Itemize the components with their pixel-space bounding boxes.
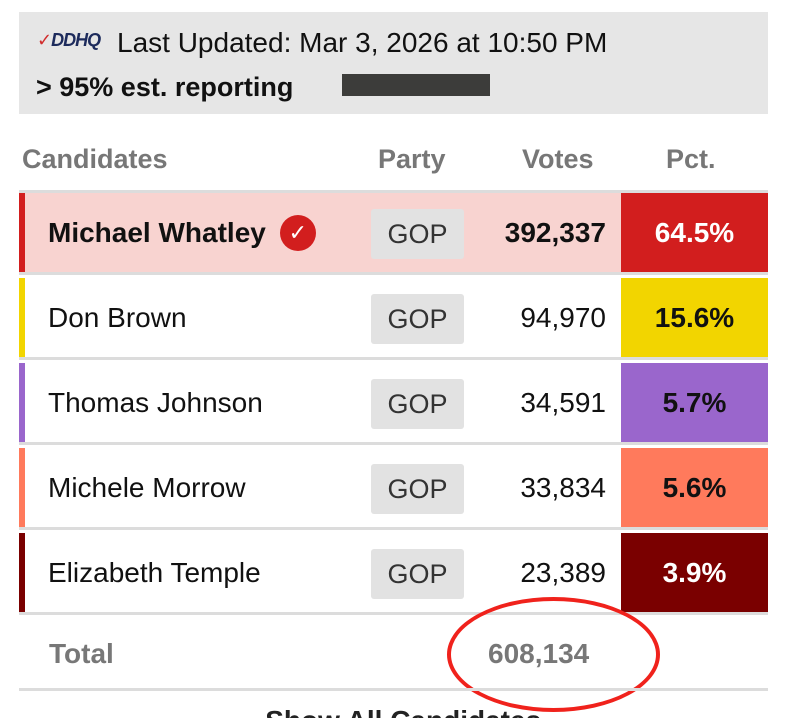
candidate-pct: 64.5% (621, 193, 768, 272)
candidate-votes: 33,834 (520, 471, 606, 503)
party-badge: GOP (371, 549, 464, 599)
candidate-name-text: Elizabeth Temple (48, 556, 261, 588)
candidate-pct: 3.9% (621, 533, 768, 612)
candidate-name: Michael Whatley ✓ (48, 193, 316, 272)
total-label: Total (49, 638, 114, 669)
candidate-name-text: Michael Whatley (48, 216, 266, 248)
candidate-pct: 15.6% (621, 278, 768, 357)
candidate-color-stripe (19, 448, 25, 527)
candidate-color-stripe (19, 193, 25, 272)
candidate-color-stripe (19, 533, 25, 612)
party-badge: GOP (371, 294, 464, 344)
candidate-row: Michael Whatley ✓ GOP 392,337 64.5% (19, 193, 768, 275)
candidate-color-stripe (19, 278, 25, 357)
ddhq-logo: ✓DDHQ (37, 30, 101, 50)
candidate-row: Michele Morrow GOP 33,834 5.6% (19, 448, 768, 530)
column-header-pct: Pct. (666, 144, 716, 174)
results-header: ✓DDHQ Last Updated: Mar 3, 2026 at 10:50… (19, 12, 768, 114)
candidate-name: Thomas Johnson (48, 363, 263, 442)
candidate-votes: 34,591 (520, 386, 606, 418)
party-badge: GOP (371, 464, 464, 514)
candidate-name: Don Brown (48, 278, 187, 357)
candidate-color-stripe (19, 363, 25, 442)
candidate-name-text: Thomas Johnson (48, 386, 263, 418)
candidate-name-text: Michele Morrow (48, 471, 246, 503)
column-header-party: Party (378, 144, 446, 174)
total-divider (19, 688, 768, 691)
candidate-pct: 5.6% (621, 448, 768, 527)
candidate-name-text: Don Brown (48, 301, 187, 333)
candidate-votes: 392,337 (504, 216, 606, 248)
reporting-progress-bar (342, 74, 490, 96)
column-header-candidates: Candidates (22, 144, 168, 174)
chevron-down-icon: ⌄ (234, 705, 265, 718)
table-divider (19, 190, 768, 193)
column-header-votes: Votes (522, 144, 594, 174)
candidate-name: Michele Morrow (48, 448, 246, 527)
party-badge: GOP (371, 209, 464, 259)
last-updated-text: Last Updated: Mar 3, 2026 at 10:50 PM (117, 27, 608, 58)
party-badge: GOP (371, 379, 464, 429)
candidate-row: Elizabeth Temple GOP 23,389 3.9% (19, 533, 768, 615)
highlight-circle (447, 597, 660, 712)
show-all-candidates-button[interactable]: ⌄ Show All Candidates (234, 704, 541, 718)
candidate-row: Don Brown GOP 94,970 15.6% (19, 278, 768, 360)
candidate-votes: 23,389 (520, 556, 606, 588)
candidate-pct: 5.7% (621, 363, 768, 442)
reporting-text: > 95% est. reporting (36, 72, 294, 102)
candidate-row: Thomas Johnson GOP 34,591 5.7% (19, 363, 768, 445)
candidate-votes: 94,970 (520, 301, 606, 333)
candidate-name: Elizabeth Temple (48, 533, 261, 612)
check-circle-icon: ✓ (279, 214, 316, 251)
